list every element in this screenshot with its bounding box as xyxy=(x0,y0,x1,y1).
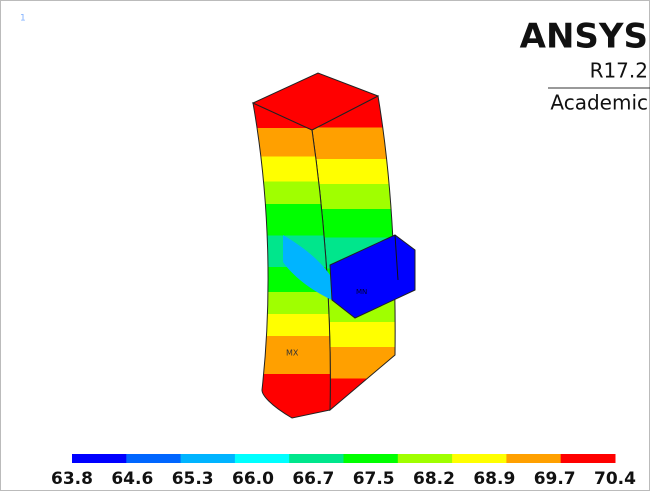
legend-label: 68.2 xyxy=(413,469,455,489)
legend-label: 65.3 xyxy=(172,469,214,489)
legend-swatch xyxy=(452,454,507,463)
legend-label: 64.6 xyxy=(111,469,153,489)
edition: Academic xyxy=(550,91,648,115)
legend: 63.8 64.6 65.3 66.0 66.7 67.5 68.2 68.9 69.7 70.4 xyxy=(51,454,636,489)
legend-swatch xyxy=(72,454,127,463)
legend-swatch xyxy=(234,454,290,463)
window-number: 1 xyxy=(20,14,26,24)
legend-swatch xyxy=(289,454,344,463)
max-marker: MX xyxy=(286,349,299,358)
legend-swatch xyxy=(397,454,453,463)
legend-swatch xyxy=(126,454,182,463)
legend-label: 68.9 xyxy=(473,469,515,489)
top-face xyxy=(251,72,380,131)
legend-swatch xyxy=(180,454,236,463)
model xyxy=(251,72,416,419)
legend-label: 67.5 xyxy=(353,469,395,489)
legend-swatch xyxy=(506,454,562,463)
legend-label: 70.4 xyxy=(594,469,636,489)
brand: ANSYS xyxy=(520,17,648,57)
legend-swatch xyxy=(343,454,399,463)
low-zone xyxy=(283,235,332,300)
legend-label: 66.7 xyxy=(292,469,334,489)
legend-label: 69.7 xyxy=(534,469,576,489)
legend-label: 66.0 xyxy=(232,469,274,489)
legend-label: 63.8 xyxy=(51,469,93,489)
min-marker: MN xyxy=(356,288,367,296)
legend-swatch xyxy=(560,454,616,463)
version: R17.2 xyxy=(590,59,648,83)
block-edge xyxy=(394,234,399,281)
